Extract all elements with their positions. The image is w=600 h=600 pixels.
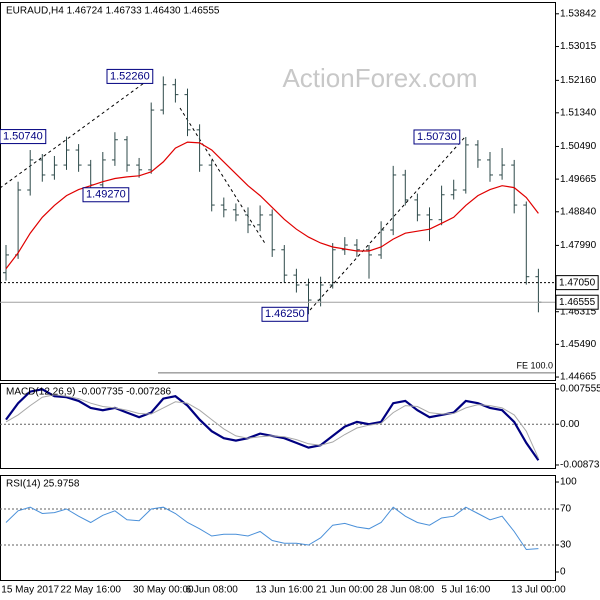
y-tick-label: 1.46315	[560, 306, 597, 317]
watermark: ActionForex.com	[282, 63, 477, 93]
y-tick-label: 1.48840	[560, 206, 597, 217]
panel-frame	[0, 2, 556, 381]
fibonacci-lines	[0, 74, 466, 311]
x-tick-label: 6 Jun 08:00	[186, 585, 239, 596]
y-tick-label: 100	[560, 477, 577, 488]
x-tick-label: 28 Jun 08:00	[376, 585, 434, 596]
moving-average	[5, 141, 539, 270]
y-tick-label: 30	[560, 540, 572, 551]
indicator-line	[5, 394, 539, 459]
y-tick-label: 70	[560, 504, 572, 515]
annotation-box	[261, 306, 309, 322]
x-tick-label: 21 Jun 00:00	[316, 585, 374, 596]
annotation-label: 1.50730	[417, 131, 457, 143]
level-label: 1.47050	[559, 277, 596, 288]
panel-frame	[0, 475, 556, 581]
y-tick-label: 1.44665	[560, 372, 597, 383]
y-tick-label: 1.53015	[560, 41, 597, 52]
current-price-label: 1.46555	[559, 297, 596, 308]
indicator-line	[5, 506, 539, 551]
y-tick-label: 1.50490	[560, 141, 597, 152]
y-tick-label: 1.47990	[560, 240, 597, 251]
annotation-label: 1.46250	[265, 308, 305, 320]
y-tick-label: 0	[560, 567, 566, 578]
panel-frame	[0, 383, 556, 469]
panel-title: RSI(14) 25.9758	[6, 479, 80, 490]
x-tick-label: 5 Jul 16:00	[441, 585, 490, 596]
trend-line	[309, 136, 466, 311]
current-price-label-box	[555, 294, 599, 310]
x-tick-label: 13 Jun 16:00	[255, 585, 313, 596]
y-tick-label: 1.45490	[560, 339, 597, 350]
trend-line	[0, 74, 156, 189]
panel-title: MACD(12,26,9) -0.007735 -0.007286	[6, 387, 172, 398]
annotation-box	[106, 68, 154, 84]
annotation-label: 1.52260	[110, 70, 150, 82]
annotation-label: 1.50740	[3, 130, 43, 142]
annotation-box	[413, 129, 461, 145]
y-tick-label: -0.008733	[560, 460, 600, 471]
x-tick-label: 30 May 00:00	[133, 585, 194, 596]
y-tick-label: 1.53842	[560, 8, 597, 19]
y-tick-label: 0.00	[560, 419, 580, 430]
x-tick-label: 22 May 16:00	[60, 585, 121, 596]
y-tick-label: 0.007555	[560, 384, 600, 395]
x-tick-label: 15 May 2017	[1, 585, 59, 596]
panel-title: EURAUD,H4 1.46724 1.46733 1.46430 1.4655…	[6, 6, 220, 17]
annotation-box	[0, 129, 47, 145]
annotation-label: 1.49270	[86, 189, 126, 201]
annotation-box	[82, 187, 130, 203]
y-tick-label: 1.52160	[560, 75, 597, 86]
y-tick-label: 1.51340	[560, 107, 597, 118]
fe-label: FE 100.0	[516, 360, 553, 370]
x-tick-label: 13 Jul 00:00	[511, 585, 566, 596]
y-tick-label: 1.49665	[560, 174, 597, 185]
level-label-box	[555, 275, 599, 291]
trend-line	[179, 107, 267, 246]
